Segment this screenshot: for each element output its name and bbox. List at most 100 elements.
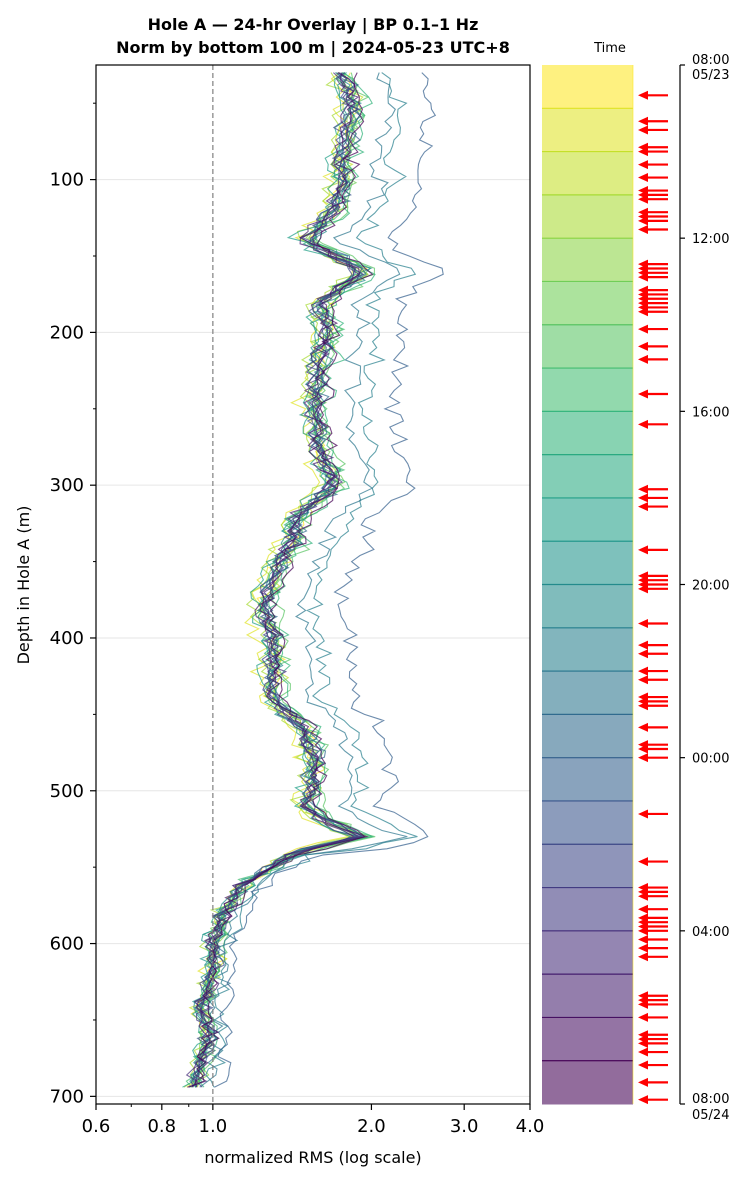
event-arrow-head	[638, 341, 648, 351]
rms-trace	[186, 72, 368, 1088]
colorbar-band	[542, 368, 633, 412]
colorbar-band	[542, 800, 633, 845]
event-arrow-head	[638, 90, 648, 100]
event-arrow-head	[638, 943, 648, 953]
y-tick-label: 700	[50, 1086, 84, 1107]
colorbar-band	[542, 65, 633, 109]
colorbar-band	[542, 844, 633, 889]
colorbar-top-date: 05/23	[692, 68, 729, 83]
event-arrow-head	[638, 125, 648, 135]
colorbar-bottom-date: 05/24	[692, 1108, 729, 1123]
event-arrow-head	[638, 753, 648, 763]
event-arrow-head	[638, 1012, 648, 1022]
colorbar-band	[542, 974, 633, 1018]
event-arrow-head	[638, 1047, 648, 1057]
colorbar-band	[542, 151, 633, 196]
event-arrow-head	[638, 701, 648, 711]
event-arrow-head	[638, 649, 648, 659]
colorbar-band	[542, 281, 633, 326]
x-tick-label: 4.0	[516, 1116, 545, 1137]
colorbar-band	[542, 1060, 633, 1105]
y-tick-label: 300	[50, 475, 84, 496]
colorbar-band	[542, 584, 633, 629]
event-arrow-head	[638, 502, 648, 512]
y-tick-label: 500	[50, 781, 84, 802]
event-arrow-head	[638, 999, 648, 1009]
event-arrow-head	[638, 666, 648, 676]
time-tick-label: 04:00	[692, 925, 729, 940]
event-arrow-head	[638, 419, 648, 429]
rms-trace	[194, 72, 370, 1088]
event-arrow-head	[638, 640, 648, 650]
colorbar-band	[542, 541, 633, 585]
x-tick-label: 3.0	[450, 1116, 479, 1137]
colorbar-title: Time	[593, 41, 626, 56]
event-arrows	[638, 90, 668, 1105]
event-arrow-head	[638, 618, 648, 628]
event-arrow-head	[638, 545, 648, 555]
rms-traces	[182, 72, 444, 1088]
rms-trace	[214, 72, 444, 1088]
event-arrow-head	[638, 891, 648, 901]
event-arrow-head	[638, 116, 648, 126]
event-arrow-head	[638, 160, 648, 170]
x-tick-label: 2.0	[357, 1116, 386, 1137]
colorbar-band	[542, 238, 633, 282]
event-arrow-head	[638, 1095, 648, 1105]
colorbar-band	[542, 411, 633, 456]
y-axis-ticks: 100 200 300 400 500 600 700	[50, 102, 96, 1107]
x-axis-label: normalized RMS (log scale)	[204, 1148, 421, 1167]
x-tick-label: 1.0	[199, 1116, 228, 1137]
time-tick-label: 12:00	[692, 232, 729, 247]
event-arrow-head	[638, 147, 648, 157]
event-arrow-head	[638, 354, 648, 364]
colorbar-band	[542, 1017, 633, 1062]
colorbar-band	[542, 930, 633, 975]
event-arrow-head	[638, 1060, 648, 1070]
x-tick-label: 0.6	[82, 1116, 111, 1137]
main-axes-frame	[95, 64, 531, 1105]
event-arrow-head	[638, 722, 648, 732]
event-arrow-head	[638, 926, 648, 936]
colorbar-band	[542, 194, 633, 239]
colorbar-band	[542, 324, 633, 369]
colorbar-band	[542, 671, 633, 715]
event-arrow-head	[638, 484, 648, 494]
event-arrow-head	[638, 952, 648, 962]
time-tick-label: 00:00	[692, 752, 729, 767]
y-axis-label: Depth in Hole A (m)	[14, 506, 33, 665]
colorbar-top-time: 08:00	[692, 53, 729, 68]
colorbar-band	[542, 627, 633, 672]
event-arrow-head	[638, 324, 648, 334]
event-arrow-head	[638, 1077, 648, 1087]
colorbar-band	[542, 454, 633, 499]
rms-trace	[199, 72, 408, 1088]
colorbar	[542, 65, 634, 1105]
event-arrow-head	[638, 744, 648, 754]
rms-trace	[188, 72, 374, 1088]
colorbar-band	[542, 757, 633, 802]
colorbar-band	[542, 497, 633, 542]
event-arrow-head	[638, 194, 648, 204]
colorbar-bottom-time: 08:00	[692, 1092, 729, 1107]
event-arrow-head	[638, 307, 648, 317]
rms-trace	[205, 72, 418, 1088]
colorbar-band	[542, 108, 633, 153]
chart-title-line2: Norm by bottom 100 m | 2024-05-23 UTC+8	[116, 38, 510, 58]
event-arrow-head	[638, 493, 648, 503]
y-tick-label: 200	[50, 322, 84, 343]
event-arrow-head	[638, 225, 648, 235]
event-arrow-head	[638, 675, 648, 685]
colorbar-band	[542, 887, 633, 932]
time-tick-label: 20:00	[692, 579, 729, 594]
x-axis-ticks: 0.6 0.8 1.0 2.0 3.0 4.0	[82, 1104, 545, 1137]
event-arrow-head	[638, 584, 648, 594]
event-arrow-head	[638, 1038, 648, 1048]
y-tick-label: 600	[50, 934, 84, 955]
time-tick-label: 16:00	[692, 405, 729, 420]
rms-trace	[187, 72, 360, 1088]
chart-title-line1: Hole A — 24-hr Overlay | BP 0.1–1 Hz	[148, 15, 479, 35]
event-arrow-head	[638, 904, 648, 914]
colorbar-ticks: 12:00 16:00 20:00 00:00 04:00	[679, 64, 729, 1105]
